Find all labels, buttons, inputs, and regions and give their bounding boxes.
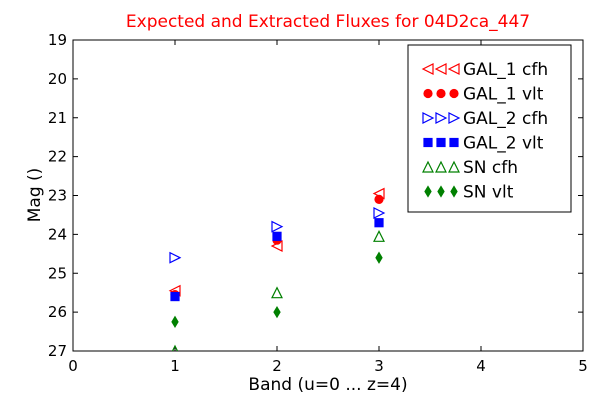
legend-marker-gal-2-cfh xyxy=(435,112,448,124)
y-tick-label: 27 xyxy=(48,342,67,360)
point-gal-2-cfh xyxy=(271,220,284,233)
point-sn-vlt xyxy=(171,315,179,329)
y-tick-label: 25 xyxy=(48,264,67,282)
point-sn-vlt xyxy=(375,251,383,264)
y-tick-label: 23 xyxy=(48,187,67,205)
legend-marker-sn-vlt xyxy=(424,185,432,198)
legend-label-gal-1-cfh: GAL_1 cfh xyxy=(463,60,548,80)
point-gal-2-vlt xyxy=(272,231,282,241)
y-tick-label: 24 xyxy=(48,225,67,243)
legend-marker-gal-1-vlt xyxy=(449,88,459,99)
legend-marker-gal-1-vlt xyxy=(423,88,433,99)
y-tick-label: 26 xyxy=(48,303,67,321)
legend-marker-gal-2-vlt xyxy=(449,137,459,148)
legend-marker-sn-cfh xyxy=(448,160,460,173)
legend-label-gal-1-vlt: GAL_1 vlt xyxy=(463,85,544,105)
legend-box xyxy=(407,44,572,213)
point-sn-cfh xyxy=(271,286,283,299)
x-tick-label: 0 xyxy=(68,357,78,375)
point-gal-2-vlt xyxy=(374,218,384,228)
y-tick-label: 21 xyxy=(48,109,67,127)
x-tick-label: 2 xyxy=(272,357,282,375)
chart-title: Expected and Extracted Fluxes for 04D2ca… xyxy=(126,12,530,32)
y-axis-label: Mag () xyxy=(25,168,45,223)
x-tick-label: 3 xyxy=(374,357,384,375)
legend-marker-sn-cfh xyxy=(435,160,447,173)
legend-marker-gal-2-vlt xyxy=(423,137,433,148)
y-tick-label: 20 xyxy=(48,70,67,88)
legend-marker-gal-2-cfh xyxy=(448,112,461,124)
point-sn-vlt xyxy=(273,305,281,319)
x-tick-label: 5 xyxy=(578,357,588,375)
legend-marker-gal-1-cfh xyxy=(421,63,434,75)
point-gal-2-vlt xyxy=(170,291,180,302)
y-tick-label: 19 xyxy=(48,31,67,49)
legend-label-gal-2-cfh: GAL_2 cfh xyxy=(463,109,548,129)
legend-marker-gal-2-cfh xyxy=(422,112,435,124)
legend-marker-gal-1-cfh xyxy=(434,63,447,75)
data-points xyxy=(168,187,386,351)
legend-marker-gal-1-vlt xyxy=(436,88,446,99)
legend: GAL_1 cfh GAL_1 vlt GAL_2 cfh GAL_2 vlt SN c… xyxy=(407,44,572,213)
point-sn-cfh xyxy=(373,229,385,242)
point-gal-1-vlt xyxy=(374,194,384,204)
x-axis-label: Band (u=0 ... z=4) xyxy=(248,375,407,395)
legend-label-sn-cfh: SN cfh xyxy=(463,158,518,178)
legend-label-gal-2-vlt: GAL_2 vlt xyxy=(463,134,544,154)
y-tick-label: 22 xyxy=(48,148,67,166)
legend-marker-sn-vlt xyxy=(437,185,445,198)
legend-marker-gal-2-vlt xyxy=(436,137,446,148)
point-gal-2-cfh xyxy=(169,251,182,264)
legend-marker-gal-1-cfh xyxy=(447,63,460,75)
point-gal-2-cfh xyxy=(373,207,386,219)
x-tick-label: 1 xyxy=(170,357,180,375)
legend-marker-sn-vlt xyxy=(450,185,458,198)
legend-label-sn-vlt: SN vlt xyxy=(463,183,514,203)
x-tick-label: 4 xyxy=(476,357,486,375)
legend-marker-sn-cfh xyxy=(422,160,434,173)
